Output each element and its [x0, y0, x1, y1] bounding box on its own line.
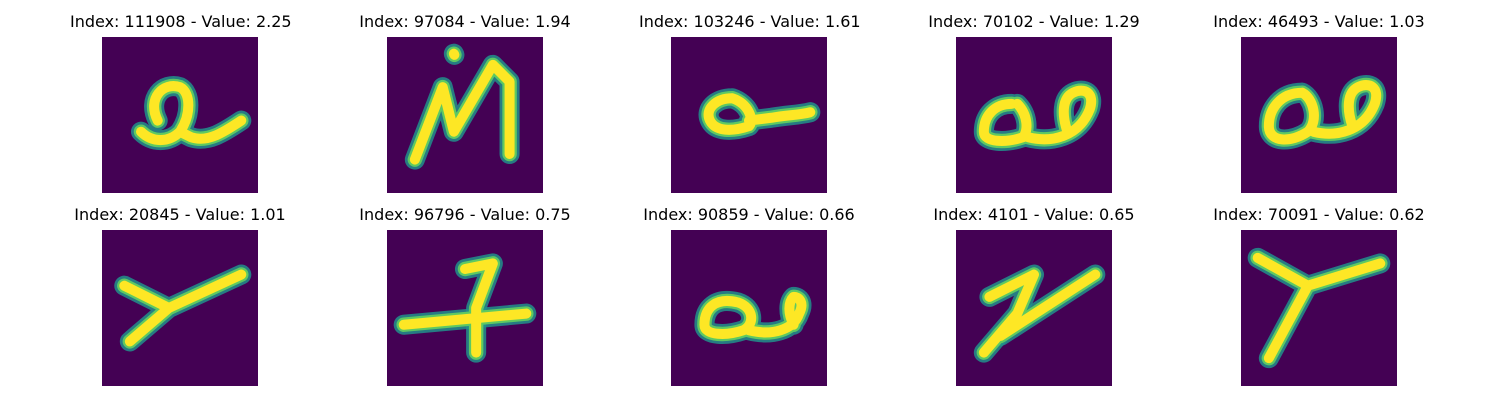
panel-title: Index: 20845 - Value: 1.01: [74, 205, 286, 224]
digit-image-a: [671, 37, 827, 193]
panel-title: Index: 111908 - Value: 2.25: [70, 12, 292, 31]
digit-image-y: [1241, 230, 1397, 386]
digit-image-7: [387, 230, 543, 386]
digit-image-y: [102, 230, 258, 386]
digit-image-z: [956, 230, 1112, 386]
digit-image-a: [956, 37, 1112, 193]
panel-title: Index: 96796 - Value: 0.75: [359, 205, 571, 224]
panel-title: Index: 70102 - Value: 1.29: [928, 12, 1140, 31]
panel-title: Index: 46493 - Value: 1.03: [1213, 12, 1425, 31]
digit-image-a: [102, 37, 258, 193]
panel-title: Index: 97084 - Value: 1.94: [359, 12, 571, 31]
digit-image-a: [1241, 37, 1397, 193]
panel-title: Index: 70091 - Value: 0.62: [1213, 205, 1425, 224]
panel-title: Index: 103246 - Value: 1.61: [639, 12, 861, 31]
digit-image-m: [387, 37, 543, 193]
digit-image-a: [671, 230, 827, 386]
panel-title: Index: 4101 - Value: 0.65: [933, 205, 1135, 224]
panel-title: Index: 90859 - Value: 0.66: [643, 205, 855, 224]
